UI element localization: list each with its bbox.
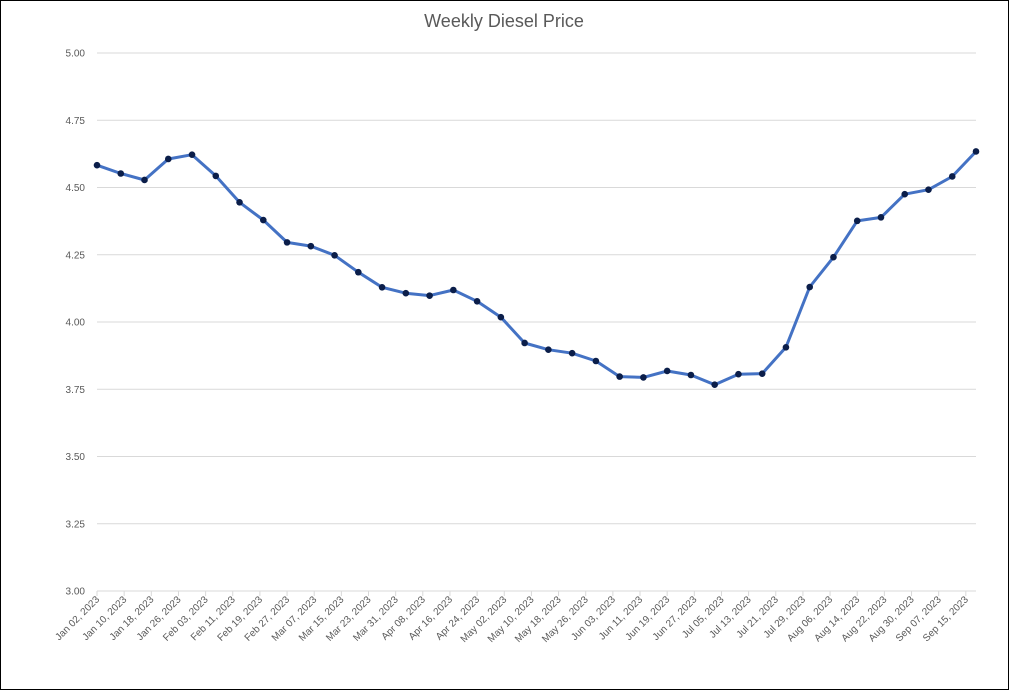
- data-point: [545, 346, 552, 354]
- data-point: [188, 151, 196, 158]
- data-point: [473, 297, 481, 305]
- data-point: [877, 214, 885, 221]
- y-axis-tick-labels: 3.00 3.25 3.50 3.75 4.00 4.25 4.50 4.75 5.00: [66, 49, 86, 598]
- data-point: [212, 172, 220, 180]
- y-tick-label: 3.75: [66, 385, 86, 396]
- y-tick-label: 3.50: [66, 452, 86, 463]
- data-point: [735, 370, 742, 378]
- data-point: [497, 313, 505, 321]
- data-point: [355, 268, 362, 276]
- data-point: [93, 161, 101, 169]
- data-point: [307, 242, 315, 250]
- data-point: [711, 381, 718, 388]
- data-point: [901, 190, 909, 198]
- data-point: [925, 186, 932, 193]
- data-point: [402, 289, 410, 297]
- chart-title: Weekly Diesel Price: [424, 11, 584, 31]
- data-point: [830, 253, 837, 261]
- y-tick-label: 4.00: [66, 318, 86, 329]
- data-point: [283, 239, 291, 246]
- y-tick-label: 4.25: [66, 250, 86, 261]
- data-point: [426, 292, 433, 299]
- data-point: [164, 155, 172, 163]
- data-point: [141, 176, 148, 184]
- data-point: [331, 251, 338, 259]
- series-markers: [93, 148, 980, 388]
- data-point: [663, 367, 671, 375]
- y-tick-label: 5.00: [66, 49, 86, 60]
- data-point: [236, 198, 243, 206]
- data-point: [853, 217, 861, 225]
- series-line: [95, 150, 978, 387]
- data-point: [806, 283, 814, 291]
- data-point: [521, 339, 528, 347]
- data-point: [568, 349, 576, 357]
- data-point: [378, 283, 386, 291]
- data-point: [758, 370, 766, 377]
- y-tick-label: 4.75: [66, 116, 86, 127]
- data-point: [687, 371, 695, 379]
- data-point: [117, 170, 125, 177]
- data-point: [948, 173, 956, 180]
- data-point: [592, 357, 600, 365]
- y-tick-label: 3.00: [66, 587, 86, 598]
- data-point: [640, 374, 647, 381]
- y-tick-label: 3.25: [66, 519, 86, 530]
- data-point: [972, 148, 980, 155]
- data-point: [259, 216, 267, 224]
- y-tick-label: 4.50: [66, 183, 86, 194]
- data-point: [616, 373, 623, 380]
- gridlines: [97, 52, 976, 592]
- series-line: [95, 150, 978, 387]
- data-point: [782, 343, 790, 351]
- data-point: [450, 286, 457, 294]
